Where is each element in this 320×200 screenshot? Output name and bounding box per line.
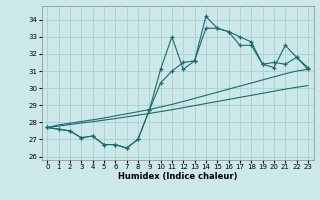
X-axis label: Humidex (Indice chaleur): Humidex (Indice chaleur): [118, 172, 237, 181]
